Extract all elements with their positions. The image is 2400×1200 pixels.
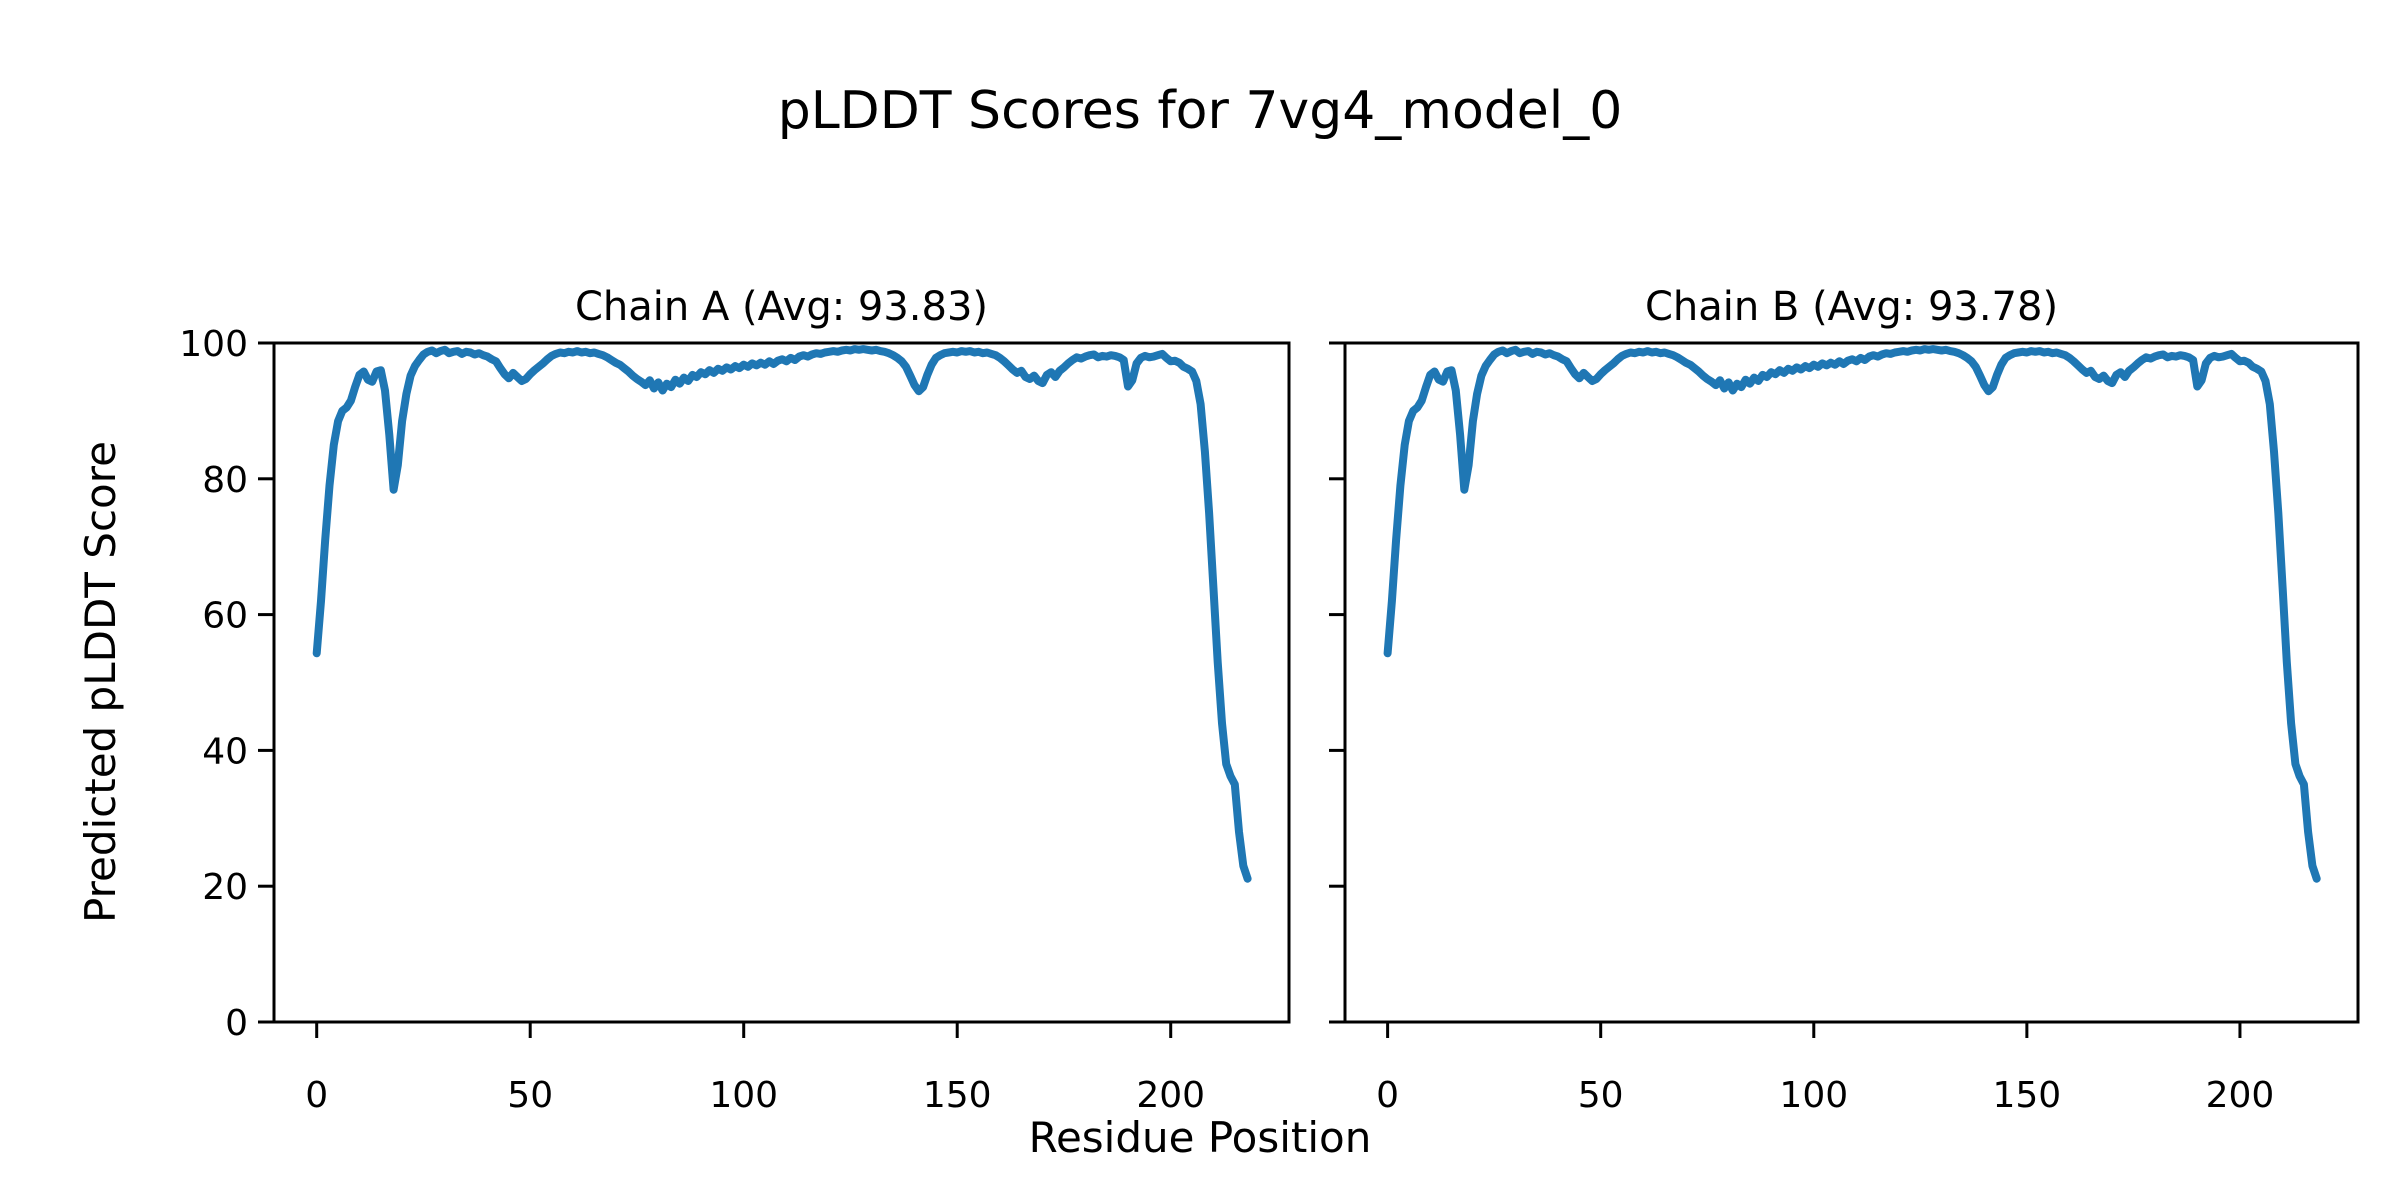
- x-tick-label: 150: [923, 1075, 992, 1116]
- x-tick-label: 200: [2206, 1075, 2275, 1116]
- x-tick-label: 50: [1578, 1075, 1624, 1116]
- y-tick-label: 60: [202, 596, 248, 637]
- y-tick-label: 0: [225, 1003, 248, 1044]
- x-tick-label: 100: [709, 1075, 778, 1116]
- figure-title: pLDDT Scores for 7vg4_model_0: [778, 81, 1623, 141]
- x-tick-label: 200: [1136, 1075, 1205, 1116]
- axis-ticks-chain-a: 0 50 100 150 200 0 20 40 60 80 100: [179, 324, 1205, 1116]
- subplot-title-chain-b: Chain B (Avg: 93.78): [1645, 284, 2058, 330]
- y-tick-label: 100: [179, 324, 248, 365]
- plot-frame-chain-b: [1343, 341, 2360, 1024]
- x-tick-label: 100: [1779, 1075, 1848, 1116]
- y-tick-label: 20: [202, 867, 248, 908]
- subplot-chain-a: Chain A (Avg: 93.83) 0 50 100 150 200 0 20 40 60…: [179, 284, 1291, 1116]
- x-tick-label: 0: [1376, 1075, 1399, 1116]
- y-tick-label: 40: [202, 731, 248, 772]
- axis-ticks-chain-b: 0 50 100 150 200: [1329, 341, 2275, 1116]
- plot-frame-chain-a: [272, 341, 1291, 1024]
- x-tick-label: 150: [1993, 1075, 2062, 1116]
- subplot-title-chain-a: Chain A (Avg: 93.83): [575, 284, 988, 330]
- subplot-chain-b: Chain B (Avg: 93.78) 0 50 100 150 200: [1329, 284, 2360, 1116]
- plddt-line-chain-a: [312, 345, 1252, 883]
- x-tick-label: 50: [507, 1075, 553, 1116]
- plddt-line-chain-b: [1383, 345, 2321, 883]
- x-tick-label: 0: [305, 1075, 328, 1116]
- x-axis-label: Residue Position: [1029, 1113, 1372, 1162]
- y-axis-label: Predicted pLDDT Score: [76, 441, 125, 923]
- y-tick-label: 80: [202, 460, 248, 501]
